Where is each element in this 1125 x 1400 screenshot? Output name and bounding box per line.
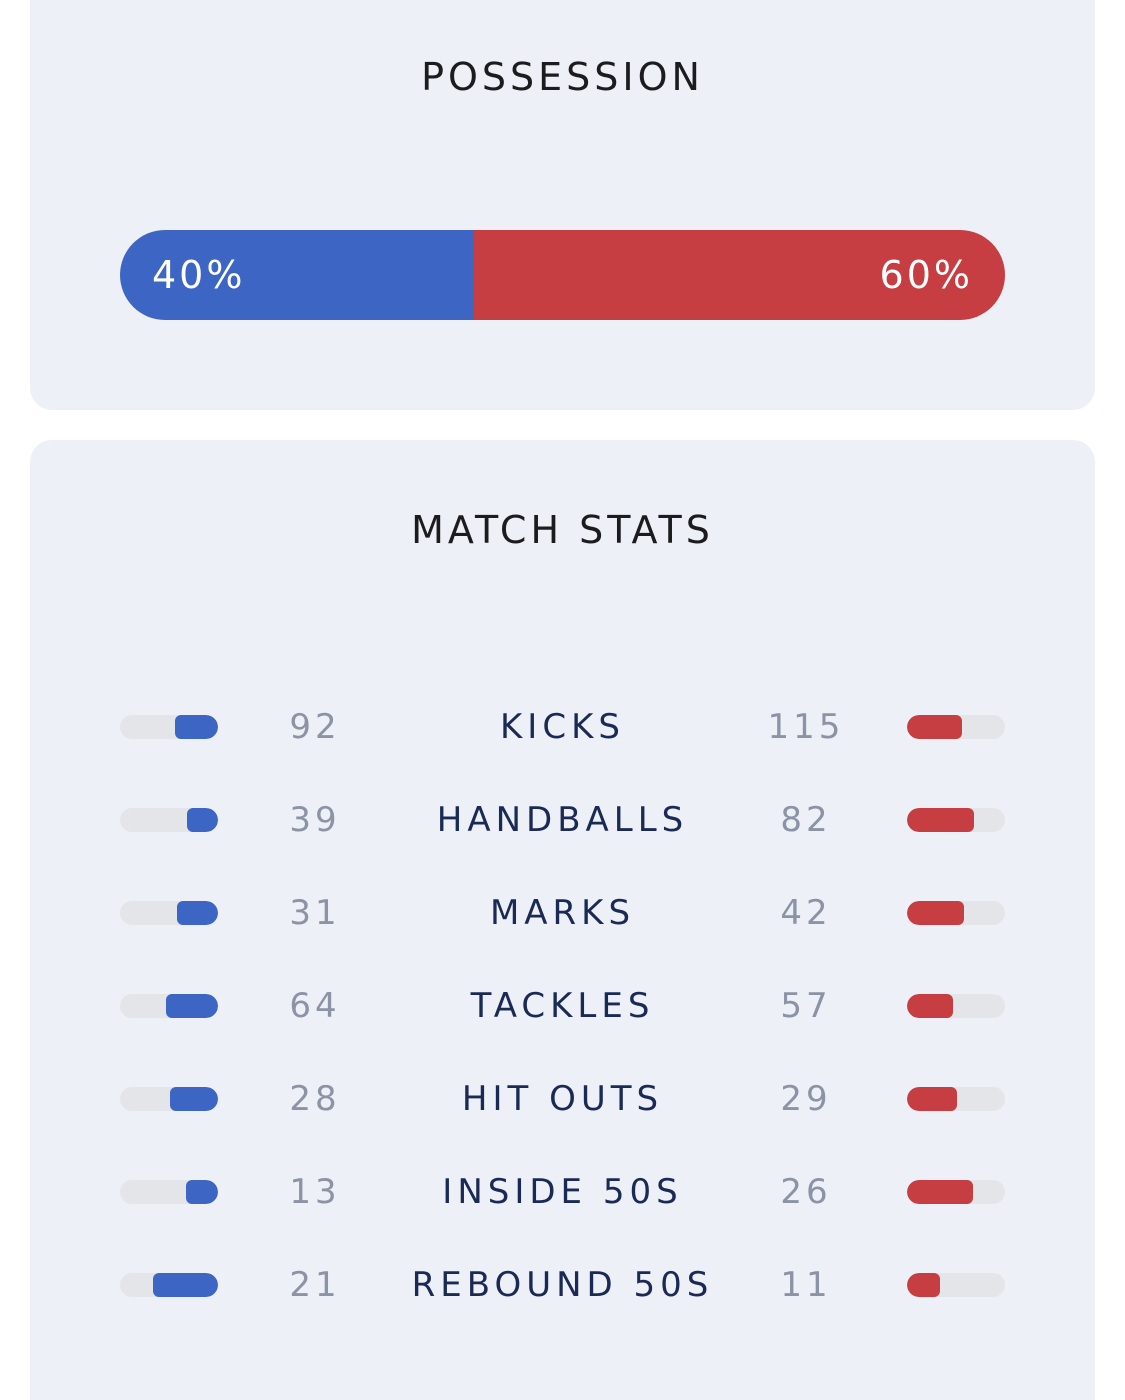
stat-label: TACKLES xyxy=(470,986,655,1026)
home-stat-value: 21 xyxy=(289,1265,341,1305)
home-stat-value: 13 xyxy=(289,1172,341,1212)
stat-row: 92 KICKS 115 xyxy=(30,697,1095,757)
home-stat-bar-fill xyxy=(153,1273,218,1297)
possession-home-segment: 40% xyxy=(120,230,474,320)
home-stat-value: 28 xyxy=(289,1079,341,1119)
possession-card: POSSESSION 40% 60% xyxy=(30,0,1095,410)
away-stat-bar-fill xyxy=(907,1087,957,1111)
away-stat-bar xyxy=(907,1273,1005,1297)
home-stat-bar xyxy=(120,1087,218,1111)
away-stat-value: 115 xyxy=(767,707,845,747)
home-stat-bar-fill xyxy=(174,715,218,739)
home-stat-bar xyxy=(120,1273,218,1297)
home-stat-bar-fill xyxy=(166,994,218,1018)
away-stat-bar-fill xyxy=(907,808,974,832)
away-stat-bar-fill xyxy=(907,715,962,739)
stat-label: KICKS xyxy=(500,707,625,747)
stat-row: 28 HIT OUTS 29 xyxy=(30,1069,1095,1129)
home-stat-bar xyxy=(120,808,218,832)
home-stat-bar xyxy=(120,994,218,1018)
home-stat-value: 64 xyxy=(289,986,341,1026)
home-stat-bar-fill xyxy=(185,1180,218,1204)
away-stat-bar xyxy=(907,901,1005,925)
possession-bar: 40% 60% xyxy=(120,230,1005,320)
stat-row: 31 MARKS 42 xyxy=(30,883,1095,943)
away-stat-bar xyxy=(907,1087,1005,1111)
away-stat-value: 82 xyxy=(780,800,832,840)
home-stat-value: 92 xyxy=(289,707,341,747)
away-stat-value: 57 xyxy=(780,986,832,1026)
home-stat-bar-fill xyxy=(186,808,218,832)
away-stat-bar xyxy=(907,808,1005,832)
stat-row: 39 HANDBALLS 82 xyxy=(30,790,1095,850)
away-stat-bar-fill xyxy=(907,1180,973,1204)
stat-row: 13 INSIDE 50S 26 xyxy=(30,1162,1095,1222)
away-stat-value: 11 xyxy=(780,1265,832,1305)
away-stat-bar xyxy=(907,1180,1005,1204)
home-stat-bar-fill xyxy=(169,1087,218,1111)
away-stat-bar-fill xyxy=(907,901,964,925)
home-stat-bar xyxy=(120,901,218,925)
away-stat-value: 42 xyxy=(780,893,832,933)
away-stat-value: 26 xyxy=(780,1172,832,1212)
match-stats-card: MATCH STATS 92 KICKS 115 39 HANDBALLS 82 31 MAR… xyxy=(30,440,1095,1400)
possession-away-segment: 60% xyxy=(474,230,1005,320)
possession-home-label: 40% xyxy=(152,253,246,297)
stat-row: 21 REBOUND 50S 11 xyxy=(30,1255,1095,1315)
stat-label: INSIDE 50S xyxy=(442,1172,683,1212)
home-stat-value: 39 xyxy=(289,800,341,840)
away-stat-bar-fill xyxy=(907,994,954,1018)
away-stat-bar xyxy=(907,715,1005,739)
stat-label: MARKS xyxy=(489,893,636,933)
match-stats-title: MATCH STATS xyxy=(411,508,714,552)
possession-title: POSSESSION xyxy=(421,55,704,99)
away-stat-value: 29 xyxy=(780,1079,832,1119)
stat-label: REBOUND 50S xyxy=(411,1265,714,1305)
away-stat-bar-fill xyxy=(907,1273,941,1297)
stat-row: 64 TACKLES 57 xyxy=(30,976,1095,1036)
stat-label: HANDBALLS xyxy=(436,800,689,840)
stat-label: HIT OUTS xyxy=(461,1079,664,1119)
home-stat-value: 31 xyxy=(289,893,341,933)
home-stat-bar-fill xyxy=(176,901,218,925)
home-stat-bar xyxy=(120,715,218,739)
away-stat-bar xyxy=(907,994,1005,1018)
possession-away-label: 60% xyxy=(879,253,973,297)
home-stat-bar xyxy=(120,1180,218,1204)
